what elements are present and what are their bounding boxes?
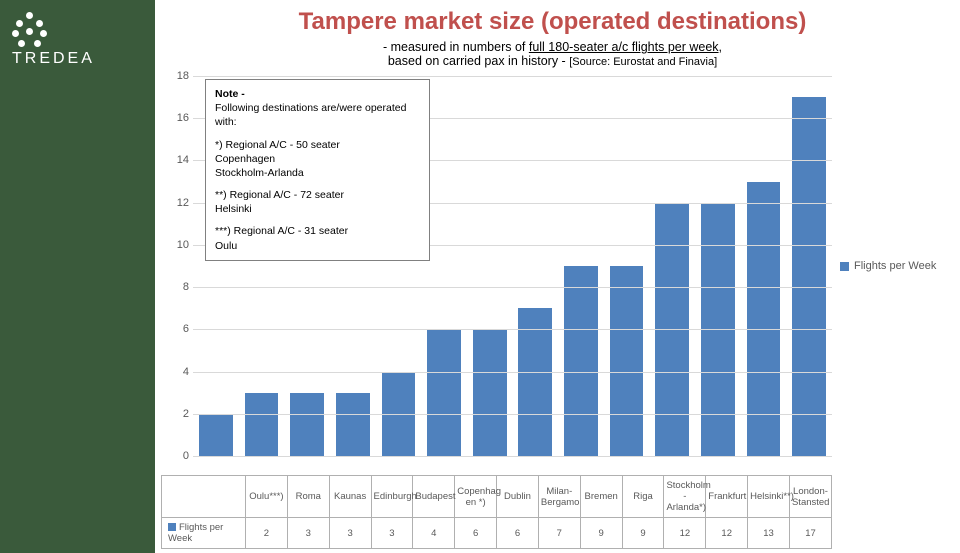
y-axis-label: 18 [167, 70, 189, 82]
table-cell: 17 [789, 518, 831, 549]
grid-line [193, 372, 832, 373]
bar [564, 266, 598, 456]
table-header: Oulu***) [246, 476, 288, 518]
chart-title: Tampere market size (operated destinatio… [165, 8, 940, 36]
bar [747, 182, 781, 456]
y-axis-label: 14 [167, 154, 189, 166]
table-header: Helsinki**) [748, 476, 790, 518]
table-header: Kaunas [329, 476, 371, 518]
table-header-empty [162, 476, 246, 518]
bar [290, 393, 324, 456]
subtitle-prefix: - measured in numbers of [383, 40, 529, 54]
bar [199, 414, 233, 456]
table-head-row: Oulu***)RomaKaunasEdinburghBudapestCopen… [162, 476, 832, 518]
y-axis-label: 10 [167, 239, 189, 251]
note-b2-l1: Helsinki [215, 203, 252, 215]
bar [610, 266, 644, 456]
table-cell: 12 [706, 518, 748, 549]
data-table-wrap: Oulu***)RomaKaunasEdinburghBudapestCopen… [161, 475, 832, 549]
subtitle-underline: full 180-seater a/c flights per week [529, 40, 719, 54]
bar-slot [604, 76, 650, 456]
sidebar: TREDEA [0, 0, 155, 553]
table-header: Milan-Bergamo [538, 476, 580, 518]
y-axis-label: 12 [167, 197, 189, 209]
y-axis-label: 0 [167, 450, 189, 462]
table-header: Budapest [413, 476, 455, 518]
bar [427, 329, 461, 456]
grid-line [193, 76, 832, 77]
note-b1-l1: Copenhagen [215, 153, 275, 165]
table-header: Riga [622, 476, 664, 518]
table-header: Dublin [497, 476, 539, 518]
table-cell: 3 [371, 518, 413, 549]
table-cell: 9 [580, 518, 622, 549]
table-cell: 2 [246, 518, 288, 549]
series-swatch-icon [168, 523, 176, 531]
bar [792, 97, 826, 456]
legend-swatch-icon [840, 262, 849, 271]
table-cell: 4 [413, 518, 455, 549]
bar-slot [786, 76, 832, 456]
table-cell: 13 [748, 518, 790, 549]
logo-dots-icon [12, 12, 48, 48]
table-cell: 3 [329, 518, 371, 549]
bar-slot [649, 76, 695, 456]
bar-slot [512, 76, 558, 456]
logo-text: TREDEA [12, 50, 132, 68]
note-b2-head: **) Regional A/C - 72 seater [215, 189, 344, 201]
table-header: Roma [287, 476, 329, 518]
table-header: Edinburgh [371, 476, 413, 518]
y-axis-label: 4 [167, 366, 189, 378]
legend-label: Flights per Week [854, 260, 936, 272]
table-cell: 9 [622, 518, 664, 549]
bar-slot [467, 76, 513, 456]
logo: TREDEA [12, 12, 132, 68]
y-axis-label: 16 [167, 112, 189, 124]
table-header: Frankfurt [706, 476, 748, 518]
table-cell: 12 [664, 518, 706, 549]
grid-line [193, 329, 832, 330]
table-header: London-Stansted [789, 476, 831, 518]
table-row-label: Flights per Week [162, 518, 246, 549]
table-header: Bremen [580, 476, 622, 518]
note-b3-head: ***) Regional A/C - 31 seater [215, 225, 348, 237]
bar-slot [741, 76, 787, 456]
table-cell: 7 [538, 518, 580, 549]
subtitle2-source: [Source: Eurostat and Finavia] [569, 56, 717, 68]
chart-subtitle2: based on carried pax in history - [Sourc… [165, 54, 940, 68]
y-axis-label: 8 [167, 281, 189, 293]
y-axis-label: 2 [167, 408, 189, 420]
table-row: Flights per Week233346679912121317 [162, 518, 832, 549]
bar [245, 393, 279, 456]
subtitle-suffix: , [719, 40, 722, 54]
bar [518, 308, 552, 456]
y-axis-label: 6 [167, 323, 189, 335]
note-b1-head: *) Regional A/C - 50 seater [215, 139, 340, 151]
grid-line [193, 287, 832, 288]
table-cell: 3 [287, 518, 329, 549]
table-cell: 6 [497, 518, 539, 549]
main-content: Tampere market size (operated destinatio… [155, 0, 960, 553]
bar [473, 329, 507, 456]
table-header: Copenhagen *) [455, 476, 497, 518]
note-box: Note - Following destinations are/were o… [205, 79, 430, 261]
table-cell: 6 [455, 518, 497, 549]
legend: Flights per Week [840, 260, 940, 272]
chart-subtitle: - measured in numbers of full 180-seater… [165, 40, 940, 54]
grid-line [193, 414, 832, 415]
note-b1-l2: Stockholm-Arlanda [215, 167, 304, 179]
note-intro: Following destinations are/were operated… [215, 102, 406, 128]
bar-slot [695, 76, 741, 456]
table-header: Stockholm-Arlanda*) [664, 476, 706, 518]
subtitle2-prefix: based on carried pax in history - [388, 54, 569, 68]
grid-line [193, 456, 832, 457]
data-table: Oulu***)RomaKaunasEdinburghBudapestCopen… [161, 475, 832, 549]
note-b3-l1: Oulu [215, 240, 237, 252]
chart-area: 024681012141618 Note - Following destina… [165, 76, 940, 456]
bar-slot [558, 76, 604, 456]
bar [336, 393, 370, 456]
note-header: Note - [215, 88, 245, 100]
